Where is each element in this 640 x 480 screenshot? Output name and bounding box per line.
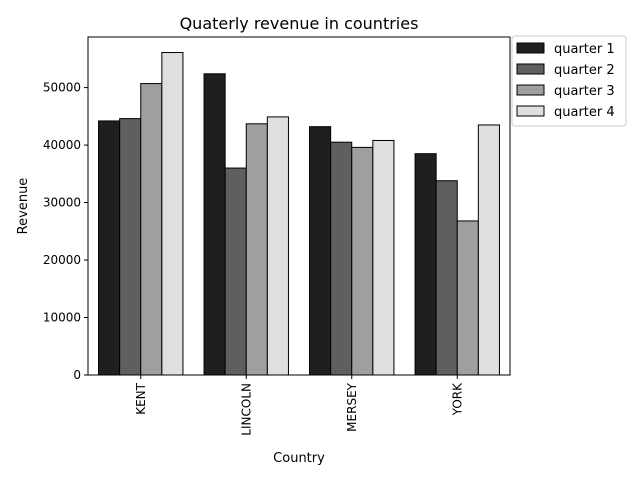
y-axis-label: Revenue bbox=[16, 178, 31, 235]
bar-lincoln-quarter-3 bbox=[245, 123, 268, 376]
y-tick-label: 20000 bbox=[43, 253, 81, 267]
y-tick-label: 30000 bbox=[43, 196, 81, 210]
bar-mersey-quarter-4 bbox=[372, 139, 395, 376]
y-tick-label: 40000 bbox=[43, 138, 81, 152]
bar-lincoln-quarter-1 bbox=[203, 73, 226, 376]
x-tick-label-kent: KENT bbox=[134, 382, 148, 414]
legend: quarter 1 quarter 2 quarter 3 quarter 4 bbox=[511, 35, 627, 127]
legend-label-quarter-1: quarter 1 bbox=[554, 42, 615, 57]
legend-box bbox=[511, 35, 627, 127]
legend-label-quarter-2: quarter 2 bbox=[554, 63, 615, 78]
x-tick-label-york: YORK bbox=[450, 382, 464, 416]
x-axis-label: Country bbox=[273, 451, 325, 466]
bar-york-quarter-3 bbox=[456, 220, 479, 376]
x-tick-label-lincoln: LINCOLN bbox=[239, 383, 253, 436]
bar-lincoln-quarter-2 bbox=[224, 167, 247, 376]
y-tick-label: 50000 bbox=[43, 81, 81, 95]
y-axis: 0 10000 20000 30000 40000 50000 bbox=[43, 81, 88, 382]
chart-title: Quaterly revenue in countries bbox=[180, 14, 419, 33]
plot-frame bbox=[87, 36, 511, 376]
legend-swatch-quarter-4 bbox=[516, 105, 545, 117]
bar-kent-quarter-2 bbox=[119, 118, 142, 376]
legend-swatch-quarter-1 bbox=[516, 42, 545, 54]
x-axis: KENT LINCOLN MERSEY YORK bbox=[134, 375, 464, 436]
bar-york-quarter-4 bbox=[477, 124, 500, 376]
legend-swatch-quarter-2 bbox=[516, 63, 545, 75]
legend-label-quarter-4: quarter 4 bbox=[554, 105, 615, 120]
bar-lincoln-quarter-4 bbox=[266, 116, 289, 376]
y-tick-label: 0 bbox=[73, 368, 81, 382]
bar-kent-quarter-1 bbox=[98, 120, 121, 376]
bar-york-quarter-2 bbox=[435, 180, 458, 376]
bar-mersey-quarter-3 bbox=[351, 146, 374, 376]
legend-swatch-quarter-3 bbox=[516, 84, 545, 96]
bar-york-quarter-1 bbox=[414, 153, 437, 376]
bars-group bbox=[98, 52, 500, 376]
legend-label-quarter-3: quarter 3 bbox=[554, 84, 615, 99]
bar-kent-quarter-3 bbox=[140, 83, 163, 376]
bar-mersey-quarter-1 bbox=[309, 126, 332, 376]
x-tick-label-mersey: MERSEY bbox=[345, 382, 359, 431]
y-tick-label: 10000 bbox=[43, 311, 81, 325]
bar-mersey-quarter-2 bbox=[330, 141, 353, 376]
bar-kent-quarter-4 bbox=[161, 52, 184, 376]
